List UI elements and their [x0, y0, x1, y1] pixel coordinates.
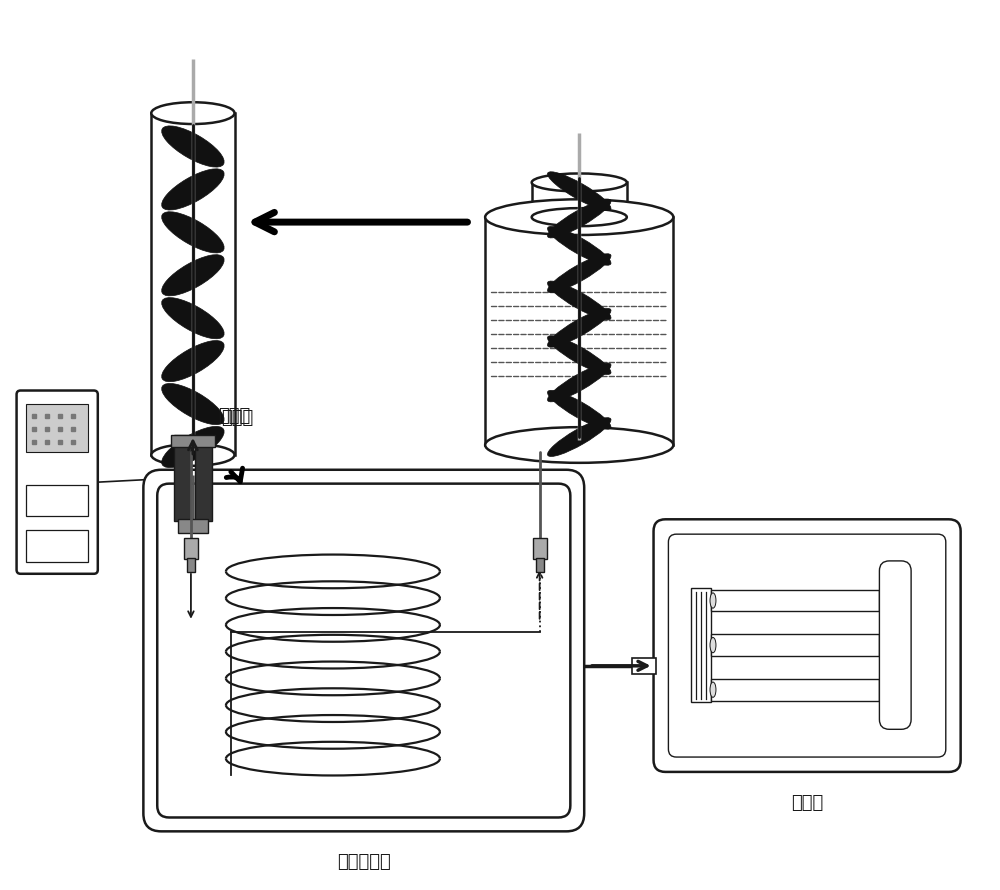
Text: 气相色谱仪: 气相色谱仪: [337, 854, 391, 871]
Ellipse shape: [710, 593, 716, 608]
Ellipse shape: [151, 102, 235, 124]
Ellipse shape: [532, 174, 627, 191]
Ellipse shape: [485, 427, 673, 463]
Ellipse shape: [151, 444, 235, 465]
Bar: [184, 538, 198, 560]
Ellipse shape: [548, 254, 611, 293]
FancyBboxPatch shape: [157, 483, 570, 818]
Text: 热解器: 热解器: [221, 409, 253, 427]
Bar: [195, 435, 212, 522]
FancyBboxPatch shape: [17, 391, 98, 574]
Ellipse shape: [532, 208, 627, 226]
Ellipse shape: [548, 172, 611, 211]
Ellipse shape: [548, 226, 611, 265]
Ellipse shape: [548, 417, 611, 457]
Bar: [536, 559, 544, 572]
Bar: [711, 679, 879, 700]
Ellipse shape: [162, 426, 224, 467]
Bar: [174, 435, 191, 522]
Bar: [26, 404, 88, 452]
Bar: [533, 538, 547, 560]
Bar: [26, 485, 88, 516]
Bar: [171, 435, 215, 447]
Text: 质谱仪: 质谱仪: [791, 794, 823, 812]
Bar: [632, 658, 656, 674]
Ellipse shape: [162, 384, 224, 425]
FancyBboxPatch shape: [143, 470, 584, 831]
FancyBboxPatch shape: [654, 519, 961, 772]
Bar: [711, 635, 879, 656]
Ellipse shape: [548, 363, 611, 402]
FancyBboxPatch shape: [668, 534, 946, 757]
Ellipse shape: [162, 255, 224, 295]
Text: 热解器: 热解器: [218, 408, 250, 425]
Bar: [187, 559, 195, 572]
Ellipse shape: [548, 281, 611, 320]
Bar: [178, 519, 208, 533]
Ellipse shape: [548, 308, 611, 347]
FancyBboxPatch shape: [879, 561, 911, 729]
Ellipse shape: [162, 297, 224, 339]
Ellipse shape: [485, 199, 673, 235]
Bar: [711, 590, 879, 611]
Ellipse shape: [710, 637, 716, 652]
Ellipse shape: [162, 212, 224, 253]
Bar: [26, 530, 88, 562]
Ellipse shape: [162, 125, 224, 167]
Ellipse shape: [710, 682, 716, 698]
Ellipse shape: [548, 391, 611, 429]
Ellipse shape: [548, 336, 611, 375]
Bar: [691, 588, 711, 702]
Ellipse shape: [548, 199, 611, 238]
Ellipse shape: [162, 169, 224, 210]
Ellipse shape: [162, 341, 224, 382]
